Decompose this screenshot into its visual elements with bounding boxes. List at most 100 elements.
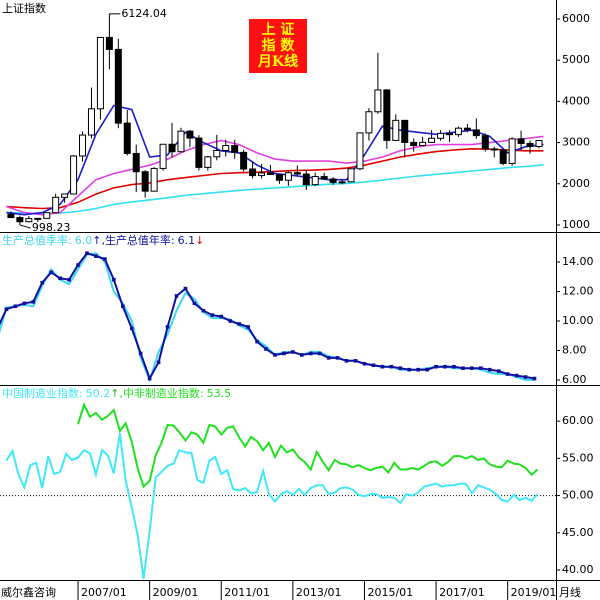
point xyxy=(335,356,340,360)
candle-body xyxy=(123,122,131,154)
badge-text: 月K线 xyxy=(257,53,298,70)
point xyxy=(362,361,367,366)
candle-body xyxy=(150,167,158,192)
point xyxy=(192,301,197,306)
point xyxy=(353,359,358,363)
candle-body xyxy=(79,134,87,157)
point xyxy=(156,360,161,365)
candle-body xyxy=(114,48,122,124)
candle-body xyxy=(213,149,221,158)
candle-body xyxy=(177,130,185,153)
point xyxy=(22,301,27,306)
candle-body xyxy=(490,148,498,151)
candle-body xyxy=(383,89,391,141)
candle-body xyxy=(428,137,436,143)
point xyxy=(94,254,98,258)
point xyxy=(112,277,116,282)
candle-body xyxy=(419,141,427,146)
x-tick-label: 2019/01 xyxy=(511,586,557,599)
point xyxy=(434,364,438,369)
badge-text: 指 数 xyxy=(262,37,296,54)
legend-trend: ↓ xyxy=(195,234,204,247)
point xyxy=(398,366,403,370)
candle-body xyxy=(445,132,453,136)
candle-body xyxy=(329,178,337,183)
candle-body xyxy=(374,89,382,113)
point xyxy=(174,294,179,298)
candle-body xyxy=(61,193,69,198)
point xyxy=(425,367,429,372)
candle-body xyxy=(204,156,212,168)
point xyxy=(496,369,501,373)
legend-value: 6.0 xyxy=(75,234,93,247)
point xyxy=(344,359,349,363)
candle-body xyxy=(70,155,78,195)
candle-body xyxy=(240,151,248,170)
x-tick-label: 2011/01 xyxy=(224,586,270,599)
legend-value: 53.5 xyxy=(207,387,232,400)
legend-punct: : xyxy=(200,387,204,400)
y-tick-label: 50.00 xyxy=(562,489,594,502)
candle-body xyxy=(517,138,525,144)
candle-body xyxy=(410,141,418,146)
point xyxy=(31,300,36,304)
point xyxy=(219,314,224,319)
candle-body xyxy=(535,140,543,147)
badge xyxy=(249,19,307,73)
candle-body xyxy=(105,36,113,50)
point xyxy=(371,363,376,368)
point xyxy=(255,339,259,344)
candle-body xyxy=(437,132,445,139)
x-tick-label: 2015/01 xyxy=(367,586,413,599)
candle-body xyxy=(195,137,203,168)
badge-text: 上 证 xyxy=(262,22,295,38)
legend-trend: ↑ xyxy=(110,387,119,400)
y-tick-label: 10.00 xyxy=(562,314,594,327)
chart-title: 上证指数 xyxy=(2,1,46,15)
y-tick-label: 2000 xyxy=(562,177,590,190)
candle-body xyxy=(508,138,516,164)
candle-body xyxy=(43,212,51,219)
x-tick-label: 2017/01 xyxy=(439,586,485,599)
point xyxy=(13,304,18,309)
point xyxy=(264,347,268,351)
candle-body xyxy=(472,129,480,137)
point xyxy=(470,366,474,370)
candle-body xyxy=(168,143,176,153)
annotation-leader xyxy=(19,224,32,229)
candle-body xyxy=(249,168,257,177)
point xyxy=(67,277,71,282)
y-tick-label: 14.00 xyxy=(562,255,594,268)
y-tick-label: 4000 xyxy=(562,94,590,107)
legend-label: 中国制造业指数 xyxy=(2,386,79,400)
point xyxy=(300,353,304,357)
point xyxy=(165,325,170,329)
candle-body xyxy=(222,145,230,151)
point xyxy=(210,313,215,317)
legend-punct: , xyxy=(119,387,123,400)
candle-body xyxy=(141,171,149,192)
candle-body xyxy=(311,176,319,186)
legend-label: 中非制造业指数 xyxy=(123,386,200,400)
candle-body xyxy=(7,213,15,219)
point xyxy=(201,308,206,313)
candle-body xyxy=(284,172,292,181)
point xyxy=(380,364,385,369)
footer-right: 月线 xyxy=(559,585,581,599)
point xyxy=(228,319,233,323)
candle-body xyxy=(365,111,373,134)
y-tick-label: 6.00 xyxy=(562,373,587,386)
point xyxy=(389,364,394,369)
candle-body xyxy=(159,143,167,169)
point xyxy=(183,286,188,291)
candle-body xyxy=(320,176,328,180)
legend-punct: : xyxy=(68,234,72,247)
x-tick-label: 2013/01 xyxy=(296,586,342,599)
series-line xyxy=(77,402,539,489)
moving-average xyxy=(6,164,544,215)
point xyxy=(452,364,456,369)
point xyxy=(505,372,510,376)
y-tick-label: 5000 xyxy=(562,53,590,66)
